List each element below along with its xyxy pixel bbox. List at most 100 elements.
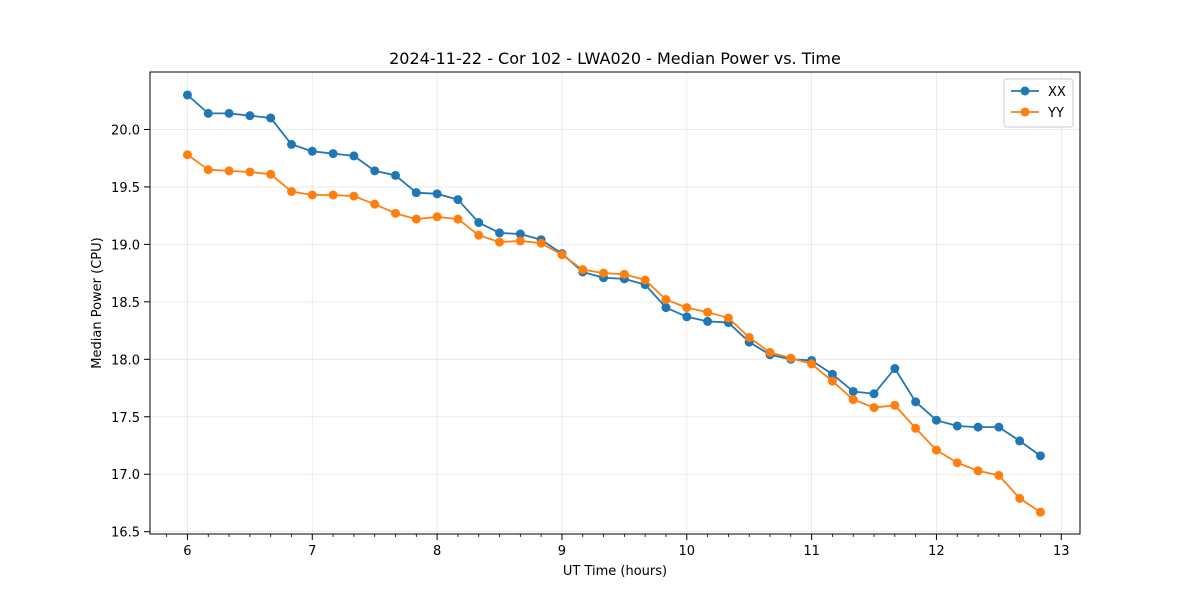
data-point-yy — [349, 191, 359, 201]
data-point-xx — [203, 108, 213, 118]
data-point-xx — [1035, 451, 1045, 461]
y-tick-label: 18.0 — [111, 353, 140, 368]
legend-label-yy: YY — [1047, 106, 1064, 121]
data-point-yy — [245, 167, 255, 177]
data-point-yy — [931, 445, 941, 455]
data-point-yy — [723, 313, 733, 323]
y-axis: 16.5 17.0 17.5 18.0 18.5 19.0 19.5 20.0 — [111, 123, 150, 541]
data-point-yy — [391, 208, 401, 218]
data-point-xx — [703, 316, 713, 326]
data-point-yy — [453, 214, 463, 224]
data-point-xx — [994, 422, 1004, 432]
legend-label-xx: XX — [1048, 85, 1066, 100]
data-point-xx — [827, 369, 837, 379]
data-point-xx — [349, 151, 359, 161]
data-point-xx — [515, 229, 525, 239]
y-tick-label: 18.5 — [111, 296, 140, 311]
data-point-xx — [661, 303, 671, 313]
data-point-yy — [557, 250, 567, 260]
data-point-yy — [307, 190, 317, 200]
x-tick-label: 11 — [803, 544, 820, 559]
data-point-xx — [307, 146, 317, 156]
data-point-yy — [224, 166, 234, 176]
data-point-yy — [640, 275, 650, 285]
data-point-yy — [703, 307, 713, 317]
data-point-yy — [869, 403, 879, 413]
data-point-yy — [890, 400, 900, 410]
data-point-xx — [245, 111, 255, 121]
chart-title: 2024-11-22 - Cor 102 - LWA020 - Median P… — [389, 49, 841, 68]
y-tick-label: 16.5 — [111, 526, 140, 541]
data-point-yy — [203, 165, 213, 175]
data-point-xx — [869, 389, 879, 399]
data-point-yy — [827, 376, 837, 386]
data-point-yy — [370, 199, 380, 209]
data-point-xx — [952, 421, 962, 431]
series-layer — [182, 90, 1045, 517]
data-point-xx — [848, 386, 858, 396]
data-point-yy — [411, 214, 421, 224]
data-point-xx — [931, 415, 941, 425]
data-point-xx — [495, 228, 505, 238]
data-point-yy — [599, 268, 609, 278]
data-point-xx — [911, 397, 921, 407]
data-point-xx — [682, 312, 692, 322]
data-point-xx — [973, 422, 983, 432]
data-point-yy — [432, 212, 442, 222]
data-point-yy — [1035, 507, 1045, 517]
x-tick-label: 7 — [308, 544, 316, 559]
x-tick-label: 8 — [433, 544, 441, 559]
data-point-yy — [765, 347, 775, 357]
data-point-xx — [453, 195, 463, 205]
x-tick-label: 6 — [183, 544, 191, 559]
x-tick-label: 9 — [558, 544, 566, 559]
data-point-yy — [266, 169, 276, 179]
data-point-yy — [807, 359, 817, 369]
y-tick-label: 17.5 — [111, 411, 140, 426]
data-point-yy — [661, 295, 671, 305]
data-point-xx — [391, 170, 401, 180]
legend-marker-xx — [1020, 86, 1030, 96]
data-point-yy — [952, 458, 962, 468]
x-tick-label: 12 — [928, 544, 945, 559]
data-point-yy — [578, 265, 588, 275]
y-tick-label: 19.0 — [111, 238, 140, 253]
data-point-yy — [328, 190, 338, 200]
y-tick-label: 20.0 — [111, 123, 140, 138]
data-point-yy — [682, 303, 692, 313]
data-point-yy — [536, 238, 546, 248]
data-point-xx — [328, 149, 338, 159]
x-tick-label: 13 — [1053, 544, 1070, 559]
data-point-yy — [182, 150, 192, 160]
data-point-xx — [411, 188, 421, 198]
x-tick-label: 10 — [679, 544, 696, 559]
grid-lines — [150, 72, 1080, 534]
data-point-yy — [495, 237, 505, 247]
data-point-yy — [786, 353, 796, 363]
data-point-yy — [1015, 493, 1025, 503]
data-point-yy — [994, 470, 1004, 480]
y-axis-label: Median Power (CPU) — [90, 237, 105, 368]
legend-marker-yy — [1020, 107, 1030, 117]
data-point-xx — [286, 139, 296, 149]
x-axis-label: UT Time (hours) — [563, 564, 667, 579]
data-point-xx — [474, 218, 484, 228]
data-point-xx — [266, 113, 276, 123]
data-point-yy — [619, 269, 629, 279]
data-point-yy — [911, 423, 921, 433]
data-point-yy — [848, 395, 858, 405]
data-point-yy — [286, 187, 296, 197]
x-axis: 6 7 8 9 10 11 12 13 — [166, 534, 1070, 559]
data-point-xx — [370, 166, 380, 176]
data-point-xx — [890, 364, 900, 374]
data-point-yy — [515, 236, 525, 246]
data-point-yy — [744, 332, 754, 342]
data-point-xx — [224, 108, 234, 118]
y-tick-label: 19.5 — [111, 181, 140, 196]
data-point-yy — [973, 466, 983, 476]
data-point-yy — [474, 230, 484, 240]
legend: XX YY — [1003, 78, 1074, 128]
data-point-xx — [432, 189, 442, 199]
y-tick-label: 17.0 — [111, 468, 140, 483]
